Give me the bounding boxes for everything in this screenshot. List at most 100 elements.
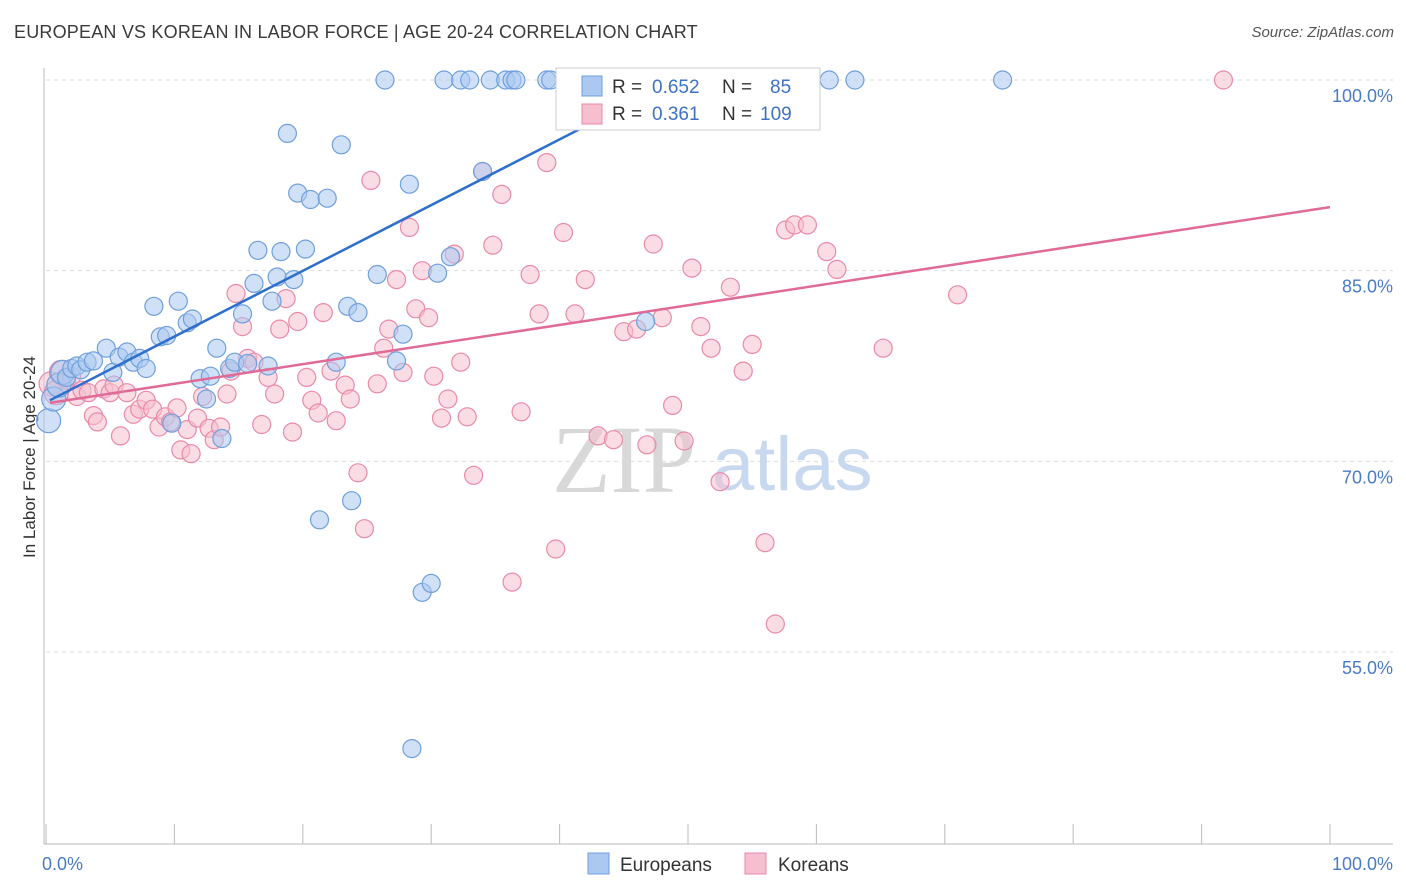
europeans-point-59	[428, 263, 448, 283]
y-tick-label-0: 100.0%	[1332, 86, 1393, 106]
koreans-point-40	[270, 319, 290, 339]
koreans-point-99	[755, 533, 775, 553]
europeans-point-20	[162, 413, 182, 433]
koreans-point-55	[367, 374, 387, 394]
europeans-point-58	[421, 573, 441, 594]
koreans-point-78	[537, 153, 557, 173]
axes	[43, 68, 1393, 845]
source-label: Source: ZipAtlas.com	[1251, 24, 1394, 41]
koreans-point-63	[419, 308, 439, 328]
europeans-point-76	[635, 311, 656, 332]
y-tick-label-1: 85.0%	[1342, 277, 1393, 297]
europeans-point-52	[375, 70, 395, 90]
koreans-point-98	[742, 334, 762, 354]
koreans-point-106	[873, 338, 893, 358]
europeans-point-39	[277, 123, 297, 143]
legend-europeans-r-label: R =	[612, 77, 642, 98]
koreans-point-87	[637, 435, 657, 455]
koreans-point-74	[502, 572, 522, 592]
watermark-atlas: atlas	[712, 422, 873, 507]
koreans-point-108	[1213, 70, 1234, 90]
legend-koreans-n-label: N =	[722, 104, 752, 125]
koreans-point-47	[313, 303, 333, 323]
koreans-point-84	[603, 430, 624, 450]
legend-koreans-r-value: 0.361	[652, 104, 700, 125]
europeans-point-42	[295, 239, 315, 259]
europeans-point-55	[399, 174, 419, 194]
legend-europeans-r-value: 0.652	[652, 77, 700, 98]
legend-koreans-swatch	[581, 103, 603, 125]
koreans-point-13	[110, 426, 131, 446]
europeans-point-28	[212, 428, 232, 449]
europeans-point-44	[309, 510, 330, 530]
europeans-point-32	[238, 353, 258, 374]
koreans-point-37	[252, 414, 272, 435]
koreans-point-60	[399, 217, 419, 237]
europeans-point-45	[317, 188, 337, 208]
europeans-points	[35, 70, 1013, 759]
koreans-point-95	[710, 472, 730, 492]
europeans-point-27	[207, 338, 227, 358]
koreans-point-92	[682, 258, 702, 278]
koreans-point-81	[565, 304, 585, 324]
koreans-point-64	[424, 366, 444, 386]
koreans-point-79	[546, 539, 566, 559]
europeans-point-25	[196, 389, 217, 409]
koreans-point-76	[520, 264, 540, 285]
europeans-point-54	[393, 324, 413, 344]
koreans-point-51	[340, 389, 360, 409]
koreans-point-42	[282, 422, 303, 442]
legend-europeans-n-label: N =	[722, 77, 752, 98]
y-tick-label-3: 55.0%	[1342, 658, 1393, 678]
koreans-point-105	[827, 259, 847, 279]
legend-europeans-n-value: 85	[770, 77, 791, 98]
koreans-point-43	[288, 311, 308, 332]
koreans-point-97	[733, 361, 753, 381]
y-tick-label-2: 70.0%	[1342, 467, 1393, 487]
koreans-point-46	[308, 403, 328, 423]
legend-koreans-n-value: 109	[760, 104, 792, 125]
bottom-legend-koreans-swatch	[744, 852, 767, 875]
europeans-point-56	[402, 738, 422, 759]
bottom-legend-europeans-swatch	[587, 852, 610, 875]
europeans-point-53	[386, 351, 407, 371]
koreans-point-107	[947, 285, 968, 305]
europeans-point-16	[136, 358, 156, 379]
koreans-point-66	[438, 389, 458, 409]
europeans-point-17	[144, 296, 164, 316]
koreans-point-93	[691, 317, 711, 337]
europeans-point-33	[244, 273, 264, 293]
y-tick-labels: 100.0% 85.0% 70.0% 55.0%	[1332, 86, 1393, 678]
europeans-point-31	[232, 304, 253, 324]
europeans-point-35	[258, 356, 278, 376]
koreans-point-52	[348, 463, 368, 483]
koreans-point-53	[354, 519, 374, 539]
koreans-point-82	[575, 270, 595, 290]
koreans-point-77	[529, 304, 549, 324]
europeans-point-83	[845, 70, 865, 90]
x-tick-min: 0.0%	[42, 854, 83, 874]
koreans-point-91	[674, 431, 694, 451]
koreans-point-65	[431, 408, 452, 428]
europeans-point-34	[248, 240, 268, 260]
europeans-point-50	[348, 303, 368, 323]
europeans-point-60	[434, 70, 454, 90]
bottom-legend-europeans: Europeans	[620, 855, 712, 876]
koreans-point-69	[457, 407, 477, 427]
legend-europeans-swatch	[581, 75, 603, 97]
europeans-point-51	[367, 264, 387, 285]
koreans-point-104	[817, 242, 837, 262]
koreans-point-25	[181, 444, 201, 464]
europeans-point-68	[506, 70, 526, 90]
koreans-point-73	[492, 184, 512, 204]
koreans-point-88	[643, 234, 663, 254]
koreans-point-103	[797, 215, 818, 235]
koreans-point-31	[217, 384, 237, 404]
koreans-point-33	[226, 283, 246, 304]
europeans-point-38	[271, 242, 291, 262]
europeans-point-9	[83, 351, 104, 371]
europeans-point-63	[460, 70, 480, 90]
europeans-point-36	[262, 291, 282, 311]
x-tick-max: 100.0%	[1332, 854, 1393, 874]
